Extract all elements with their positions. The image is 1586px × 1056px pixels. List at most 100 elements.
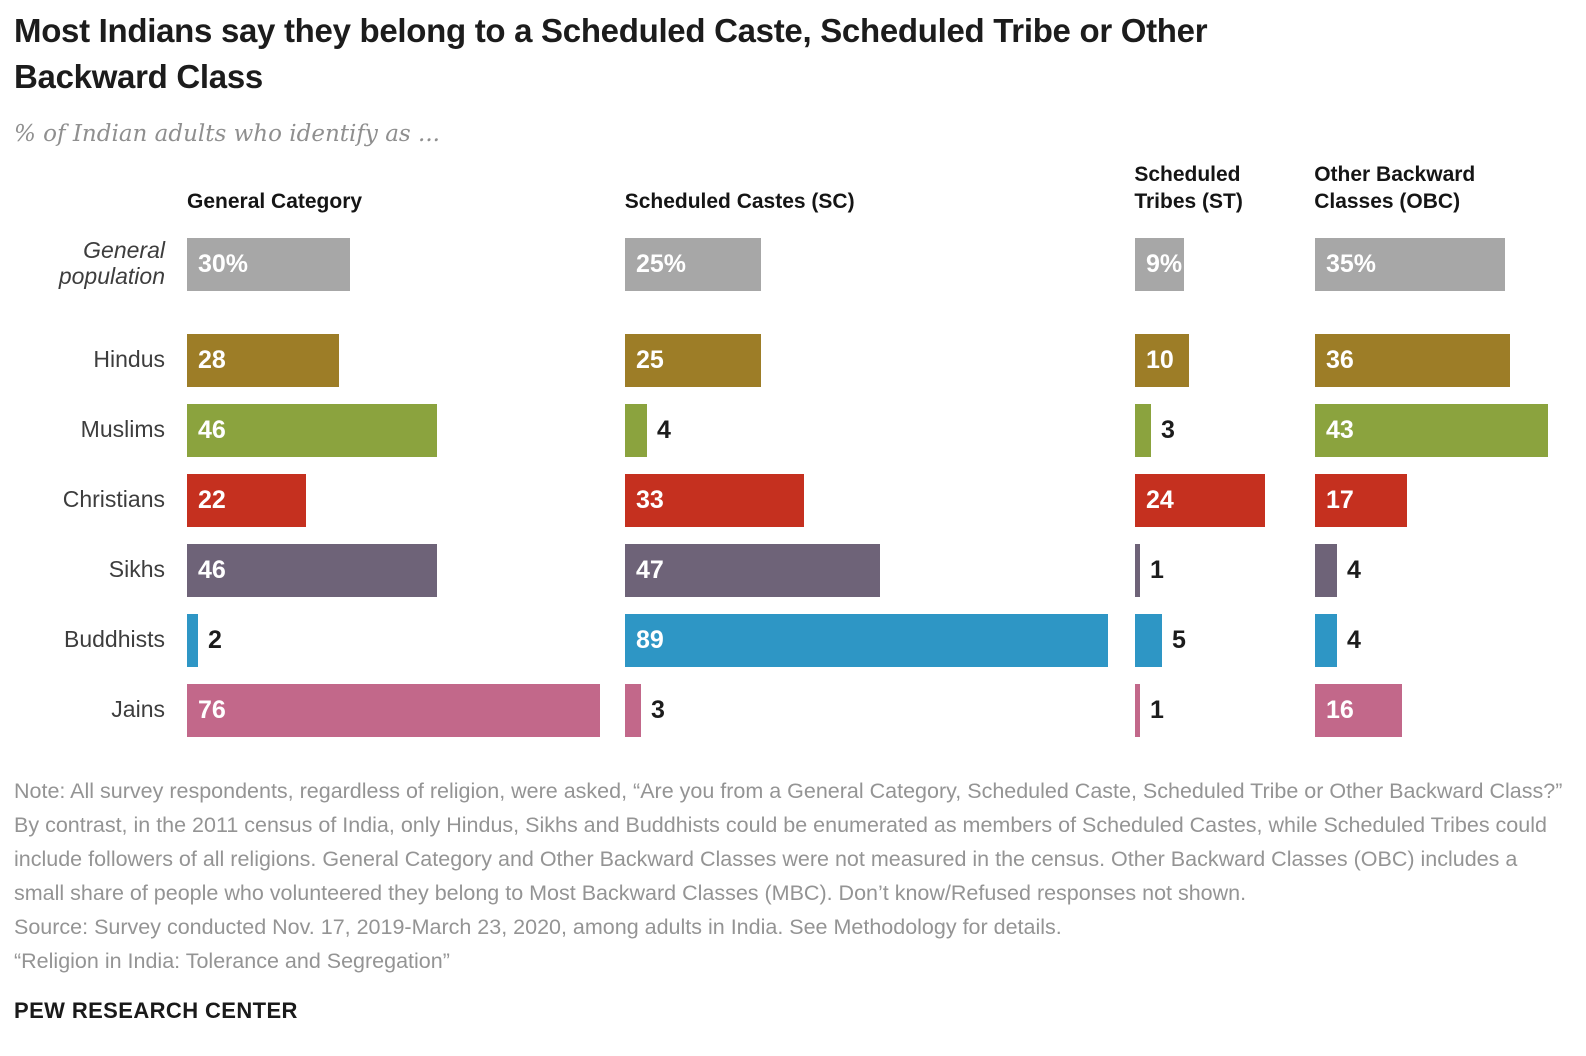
value-label-hindus-obc: 36 [1326, 345, 1354, 374]
chart-footer: Note: All survey respondents, regardless… [14, 775, 1572, 1025]
cell-hindus-gc: 28 [187, 333, 625, 387]
cell-christians-sc: 33 [625, 473, 1135, 527]
value-label-general-population-gc: 30% [198, 249, 249, 278]
bar-sikhs-gc: 46 [187, 543, 437, 597]
source-text: Source: Survey conducted Nov. 17, 2019-M… [14, 914, 1062, 939]
cell-sikhs-sc: 47 [625, 543, 1135, 597]
bar-muslims-obc: 43 [1315, 403, 1548, 457]
cell-sikhs-obc: 4 [1315, 543, 1573, 597]
value-label-buddhists-sc: 89 [636, 625, 664, 654]
row-label-jains: Jains [111, 696, 165, 723]
chart-column-headers: General Category Scheduled Castes (SC) Sch… [14, 161, 1572, 238]
cell-jains-gc: 76 [187, 683, 625, 737]
cell-hindus-st: 10 [1135, 333, 1315, 387]
cell-muslims-st: 3 [1135, 403, 1315, 457]
value-label-hindus-gc: 28 [198, 345, 226, 374]
bar-buddhists-st [1135, 613, 1162, 667]
bar-buddhists-sc: 89 [625, 613, 1108, 667]
bar-muslims-sc [625, 403, 647, 457]
title-line-1: Most Indians say they belong to a Schedu… [14, 12, 1208, 49]
pew-research-center-wordmark: PEW RESEARCH CENTER [14, 998, 298, 1024]
grouped-bar-chart: General Category Scheduled Castes (SC) Sch… [14, 161, 1572, 737]
bar-jains-st [1135, 683, 1140, 737]
row-label-buddhists: Buddhists [63, 626, 165, 653]
bar-christians-st: 24 [1135, 473, 1265, 527]
value-label-jains-obc: 16 [1326, 695, 1354, 724]
cell-muslims-gc: 46 [187, 403, 625, 457]
bar-jains-sc [625, 683, 641, 737]
value-label-christians-st: 24 [1146, 485, 1174, 514]
value-label-sikhs-st: 1 [1150, 555, 1164, 584]
bar-christians-obc: 17 [1315, 473, 1407, 527]
cell-buddhists-gc: 2 [187, 613, 625, 667]
value-label-christians-gc: 22 [198, 485, 226, 514]
value-label-sikhs-obc: 4 [1347, 555, 1361, 584]
bar-hindus-sc: 25 [625, 333, 761, 387]
value-label-hindus-st: 10 [1146, 345, 1174, 374]
row-label-christians: Christians [62, 486, 165, 513]
bar-buddhists-obc [1315, 613, 1337, 667]
cell-jains-st: 1 [1135, 683, 1315, 737]
cell-buddhists-sc: 89 [625, 613, 1135, 667]
bar-muslims-gc: 46 [187, 403, 437, 457]
column-header-obc: Other Backward Classes (OBC) [1314, 163, 1476, 214]
bar-hindus-obc: 36 [1315, 333, 1510, 387]
title-line-2: Backward Class [14, 57, 263, 95]
value-label-hindus-sc: 25 [636, 345, 664, 374]
value-label-jains-st: 1 [1150, 695, 1164, 724]
chart-rows: General population 30% 25% 9% 35% Hindus 28 25 1… [14, 238, 1572, 737]
bar-sikhs-obc [1315, 543, 1337, 597]
bar-general-population-st: 9% [1135, 237, 1184, 291]
value-label-christians-obc: 17 [1326, 485, 1354, 514]
column-header-gc: General Category [187, 190, 363, 214]
row-label-sikhs: Sikhs [108, 556, 165, 583]
row-label-general-population: General population [58, 237, 165, 290]
cell-christians-st: 24 [1135, 473, 1315, 527]
value-label-general-population-st: 9% [1146, 249, 1183, 278]
cell-buddhists-st: 5 [1135, 613, 1315, 667]
cell-hindus-sc: 25 [625, 333, 1135, 387]
value-label-muslims-obc: 43 [1326, 415, 1354, 444]
cell-sikhs-gc: 46 [187, 543, 625, 597]
cell-jains-sc: 3 [625, 683, 1135, 737]
cell-muslims-sc: 4 [625, 403, 1135, 457]
value-label-sikhs-sc: 47 [636, 555, 664, 584]
cell-hindus-obc: 36 [1315, 333, 1573, 387]
value-label-general-population-obc: 35% [1326, 249, 1377, 278]
cell-general-population-st: 9% [1135, 237, 1315, 291]
bar-sikhs-st [1135, 543, 1140, 597]
cell-general-population-sc: 25% [625, 237, 1135, 291]
bar-sikhs-sc: 47 [625, 543, 880, 597]
chart-row-general-population: General population 30% 25% 9% 35% [14, 238, 1572, 291]
value-label-general-population-sc: 25% [636, 249, 687, 278]
bar-buddhists-gc [187, 613, 198, 667]
chart-row-jains: Jains 76 3 1 16 [14, 683, 1573, 737]
bar-general-population-sc: 25% [625, 237, 761, 291]
value-label-sikhs-gc: 46 [198, 555, 226, 584]
bar-christians-sc: 33 [625, 473, 804, 527]
cell-christians-gc: 22 [187, 473, 625, 527]
value-label-buddhists-obc: 4 [1347, 625, 1361, 654]
citation-text: “Religion in India: Tolerance and Segreg… [14, 948, 450, 973]
bar-muslims-st [1135, 403, 1151, 457]
cell-jains-obc: 16 [1315, 683, 1573, 737]
chart-row-sikhs: Sikhs 46 47 1 4 [14, 543, 1573, 597]
value-label-muslims-st: 3 [1161, 415, 1175, 444]
value-label-jains-sc: 3 [651, 695, 665, 724]
bar-general-population-gc: 30% [187, 237, 350, 291]
cell-muslims-obc: 43 [1315, 403, 1573, 457]
value-label-buddhists-gc: 2 [208, 625, 222, 654]
bar-hindus-st: 10 [1135, 333, 1189, 387]
value-label-muslims-gc: 46 [198, 415, 226, 444]
bar-jains-gc: 76 [187, 683, 600, 737]
cell-general-population-gc: 30% [187, 237, 625, 291]
cell-general-population-obc: 35% [1315, 237, 1573, 291]
row-label-muslims: Muslims [80, 416, 165, 443]
bar-christians-gc: 22 [187, 473, 306, 527]
chart-row-christians: Christians 22 33 24 17 [14, 473, 1572, 527]
page-title: Most Indians say they belong to a Schedu… [14, 8, 1572, 99]
chart-row-hindus: Hindus 28 25 10 36 [14, 333, 1573, 387]
value-label-muslims-sc: 4 [657, 415, 671, 444]
cell-buddhists-obc: 4 [1315, 613, 1573, 667]
